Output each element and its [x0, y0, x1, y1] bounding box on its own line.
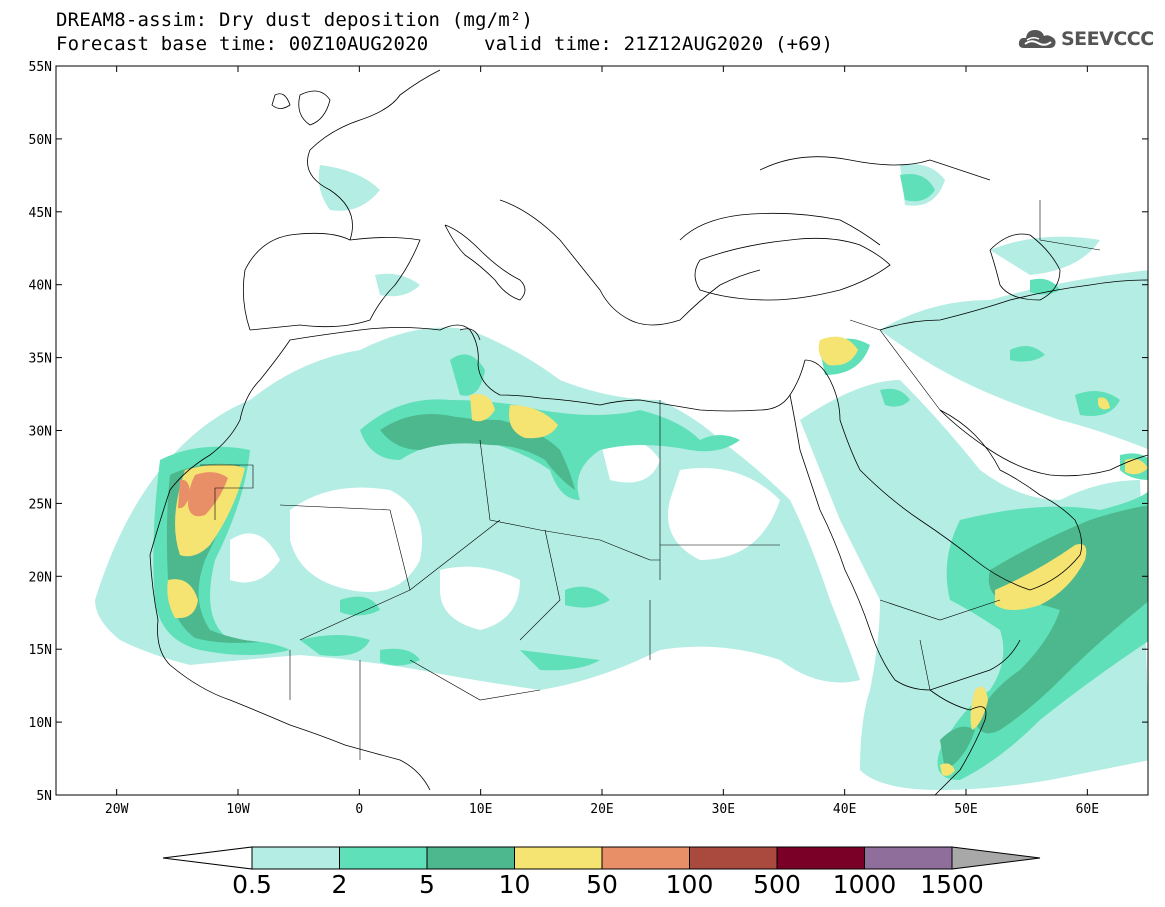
coastlines [149, 69, 1148, 795]
cloud-icon [1018, 30, 1056, 48]
lon-tick-label: 30E [712, 802, 735, 817]
lat-tick-label: 20N [29, 570, 52, 585]
lat-tick-label: 15N [29, 643, 52, 658]
lat-tick-label: 40N [29, 279, 52, 294]
lat-tick-label: 35N [29, 352, 52, 367]
colorbar-label: 100 [665, 870, 714, 899]
contour-gaps [230, 437, 780, 630]
seevccc-logo: SEEVCCC [1018, 26, 1154, 52]
colorbar-label: 2 [331, 870, 348, 899]
lat-tick-label: 55N [29, 60, 52, 75]
colorbar [162, 846, 1041, 870]
map-title: DREAM8-assim: Dry dust deposition (mg/m²… [56, 9, 534, 31]
lat-tick-label: 50N [29, 133, 52, 148]
lon-tick-label: 0 [355, 802, 363, 817]
lat-tick-label: 45N [29, 206, 52, 221]
valid-time: valid time: 21Z12AUG2020 (+69) [484, 33, 834, 55]
contour-50 [178, 472, 228, 517]
lon-tick-label: 50E [954, 802, 977, 817]
logo-text: SEEVCCC [1061, 28, 1154, 50]
colorbar-overflow-arrow [951, 846, 1041, 870]
colorbar-label: 500 [753, 870, 801, 899]
lon-tick-label: 20W [105, 802, 129, 817]
lon-tick-label: 60E [1076, 802, 1099, 817]
lon-tick-label: 40E [833, 802, 856, 817]
colorbar-box [339, 846, 428, 870]
colorbar-label: 1000 [832, 870, 897, 899]
colorbar-underflow-arrow [162, 846, 253, 870]
colorbar-box [776, 846, 865, 870]
lat-tick-label: 30N [29, 425, 52, 440]
lon-tick-label: 10W [226, 802, 250, 817]
lat-axis: 55N 50N 45N 40N 35N 30N 25N 20N 15N 10N 5N [29, 60, 1148, 804]
lat-tick-label: 10N [29, 716, 52, 731]
lon-tick-label: 10E [469, 802, 492, 817]
forecast-base-time: Forecast base time: 00Z10AUG2020 [56, 33, 429, 55]
colorbar-box [864, 846, 953, 870]
lat-tick-label: 5N [36, 789, 52, 804]
colorbar-box [601, 846, 690, 870]
colorbar-label: 0.5 [232, 870, 272, 899]
colorbar-box [689, 846, 778, 870]
colorbar-box [426, 846, 515, 870]
colorbar-label: 5 [419, 870, 435, 899]
colorbar-box [514, 846, 603, 870]
lon-tick-label: 20E [590, 802, 613, 817]
lon-axis: 20W 10W 0 10E 20E 30E 40E 50E 60E [105, 66, 1099, 817]
colorbar-label: 50 [586, 870, 618, 899]
colorbar-box [251, 846, 340, 870]
country-borders [200, 200, 1101, 760]
dust-field [95, 164, 1148, 790]
colorbar-label: 1500 [920, 870, 984, 899]
lat-tick-label: 25N [29, 497, 52, 512]
colorbar-label: 10 [498, 870, 531, 899]
